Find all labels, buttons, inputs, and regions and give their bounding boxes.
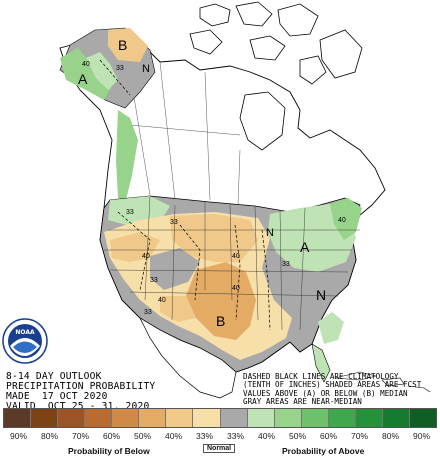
legend-swatch [328, 409, 356, 427]
legend-swatch [139, 409, 167, 427]
southwest-below-40-area [110, 232, 160, 262]
legend-captions: Probability of Below Normal Probability … [0, 444, 440, 462]
caribbean-islands [334, 371, 431, 393]
legend-swatch [220, 409, 248, 427]
alaska-normal-label: N [142, 63, 150, 75]
outlook-title-block: 8-14 DAY OUTLOOK PRECIPITATION PROBABILI… [6, 372, 155, 412]
legend-color-bar [3, 408, 437, 428]
texas-40a-label: 40 [232, 285, 240, 292]
south-texas-below-40-area [160, 296, 196, 322]
west-33a-label: 33 [126, 209, 134, 216]
pacific-nw-above-area [116, 110, 138, 200]
legend-tick: 90% [9, 431, 27, 441]
legend-swatch [31, 409, 59, 427]
legend-tick-labels: 90% 80% 70% 60% 50% 40% 33% 33% 40% 50% 60% 70% 80% 9… [3, 431, 437, 441]
southeast-normal-label: N [316, 287, 326, 303]
alaska-below-label: B [118, 37, 127, 53]
legend-tick: 40% [257, 431, 275, 441]
legend-swatch [382, 409, 410, 427]
legend-tick: 80% [381, 431, 399, 441]
legend-tick: 70% [350, 431, 368, 441]
legend-swatch [274, 409, 302, 427]
legend-tick: 40% [164, 431, 182, 441]
alaska-above-label: A [78, 71, 88, 87]
plains-40-label: 40 [158, 297, 166, 304]
northeast-40-label: 40 [338, 217, 346, 224]
note-line-1: DASHED BLACK LINES ARE CLIMATOLOGY [243, 373, 399, 381]
legend-below-caption: Probability of Below [68, 446, 150, 456]
svg-text:NOAA: NOAA [15, 329, 35, 336]
alaska-40-label: 40 [82, 61, 90, 68]
note-line-2: (TENTH OF INCHES) SHADED AREAS ARE FCST [243, 381, 422, 390]
legend-normal-caption: Normal [203, 444, 236, 453]
southwest-40-label: 40 [142, 253, 150, 260]
texas-40b-label: 40 [232, 253, 240, 260]
title-line-2: PRECIPITATION PROBABILITY [6, 381, 156, 392]
texas-33-label: 33 [144, 309, 152, 316]
title-line-3: MADE 17 OCT 2020 [6, 391, 108, 402]
legend-swatch [85, 409, 113, 427]
legend-tick: 33% [195, 431, 213, 441]
southwest-normal-patch [150, 248, 200, 290]
legend-swatch [58, 409, 86, 427]
alaska-below-area [108, 28, 148, 62]
climatology-note: DASHED BLACK LINES ARE CLIMATOLOGY (TENT… [243, 373, 438, 407]
northeast-above-40-area [330, 198, 362, 240]
east-33-label: 33 [282, 261, 290, 268]
title-line-1: 8-14 DAY OUTLOOK [6, 371, 102, 382]
alaska-33-label: 33 [116, 65, 124, 72]
legend-tick: 90% [412, 431, 430, 441]
texas-below-label: B [216, 313, 225, 329]
east-above-label: A [300, 239, 310, 255]
legend-swatch [193, 409, 221, 427]
province-lines [127, 59, 241, 206]
title-line-4: VALID OCT 25 - 31, 2020 [6, 401, 150, 412]
legend-tick: 50% [133, 431, 151, 441]
legend-swatch [409, 409, 436, 427]
alaska-above-area [60, 48, 112, 100]
legend-swatch [247, 409, 275, 427]
southeast-above-area [318, 312, 344, 344]
legend-tick: 33% [226, 431, 244, 441]
alaska-above-33-area [86, 52, 118, 90]
mexico-outline [139, 317, 237, 399]
west-33b-label: 33 [170, 219, 178, 226]
legend-tick: 70% [71, 431, 89, 441]
precipitation-outlook-map: B A N 40 33 33 33 40 33 40 B 40 33 40 A … [59, 1, 431, 399]
florida-outline [311, 343, 331, 383]
legend-swatch [166, 409, 194, 427]
legend-swatch [4, 409, 32, 427]
legend-swatch [355, 409, 383, 427]
legend-tick: 50% [288, 431, 306, 441]
legend-swatch [112, 409, 140, 427]
state-lines [104, 195, 360, 331]
hudson-bay [239, 91, 286, 151]
legend-above-caption: Probability of Above [282, 446, 365, 456]
legend-tick: 80% [40, 431, 58, 441]
climatology-lines [99, 59, 271, 331]
legend-tick: 60% [102, 431, 120, 441]
legend-tick: 60% [319, 431, 337, 441]
map-labels: B A N 40 33 33 33 40 33 40 B 40 33 40 A … [78, 37, 346, 329]
legend-swatch [301, 409, 329, 427]
midwest-normal-label: N [266, 227, 274, 239]
noaa-logo: NOAA [2, 318, 48, 364]
note-line-4: GRAY AREAS ARE NEAR-MEDIAN [243, 398, 362, 407]
note-line-3: VALUES ABOVE (A) OR BELOW (B) MEDIAN [243, 389, 408, 398]
southwest-33-label: 33 [150, 277, 158, 284]
arctic-islands-outline [189, 1, 363, 85]
